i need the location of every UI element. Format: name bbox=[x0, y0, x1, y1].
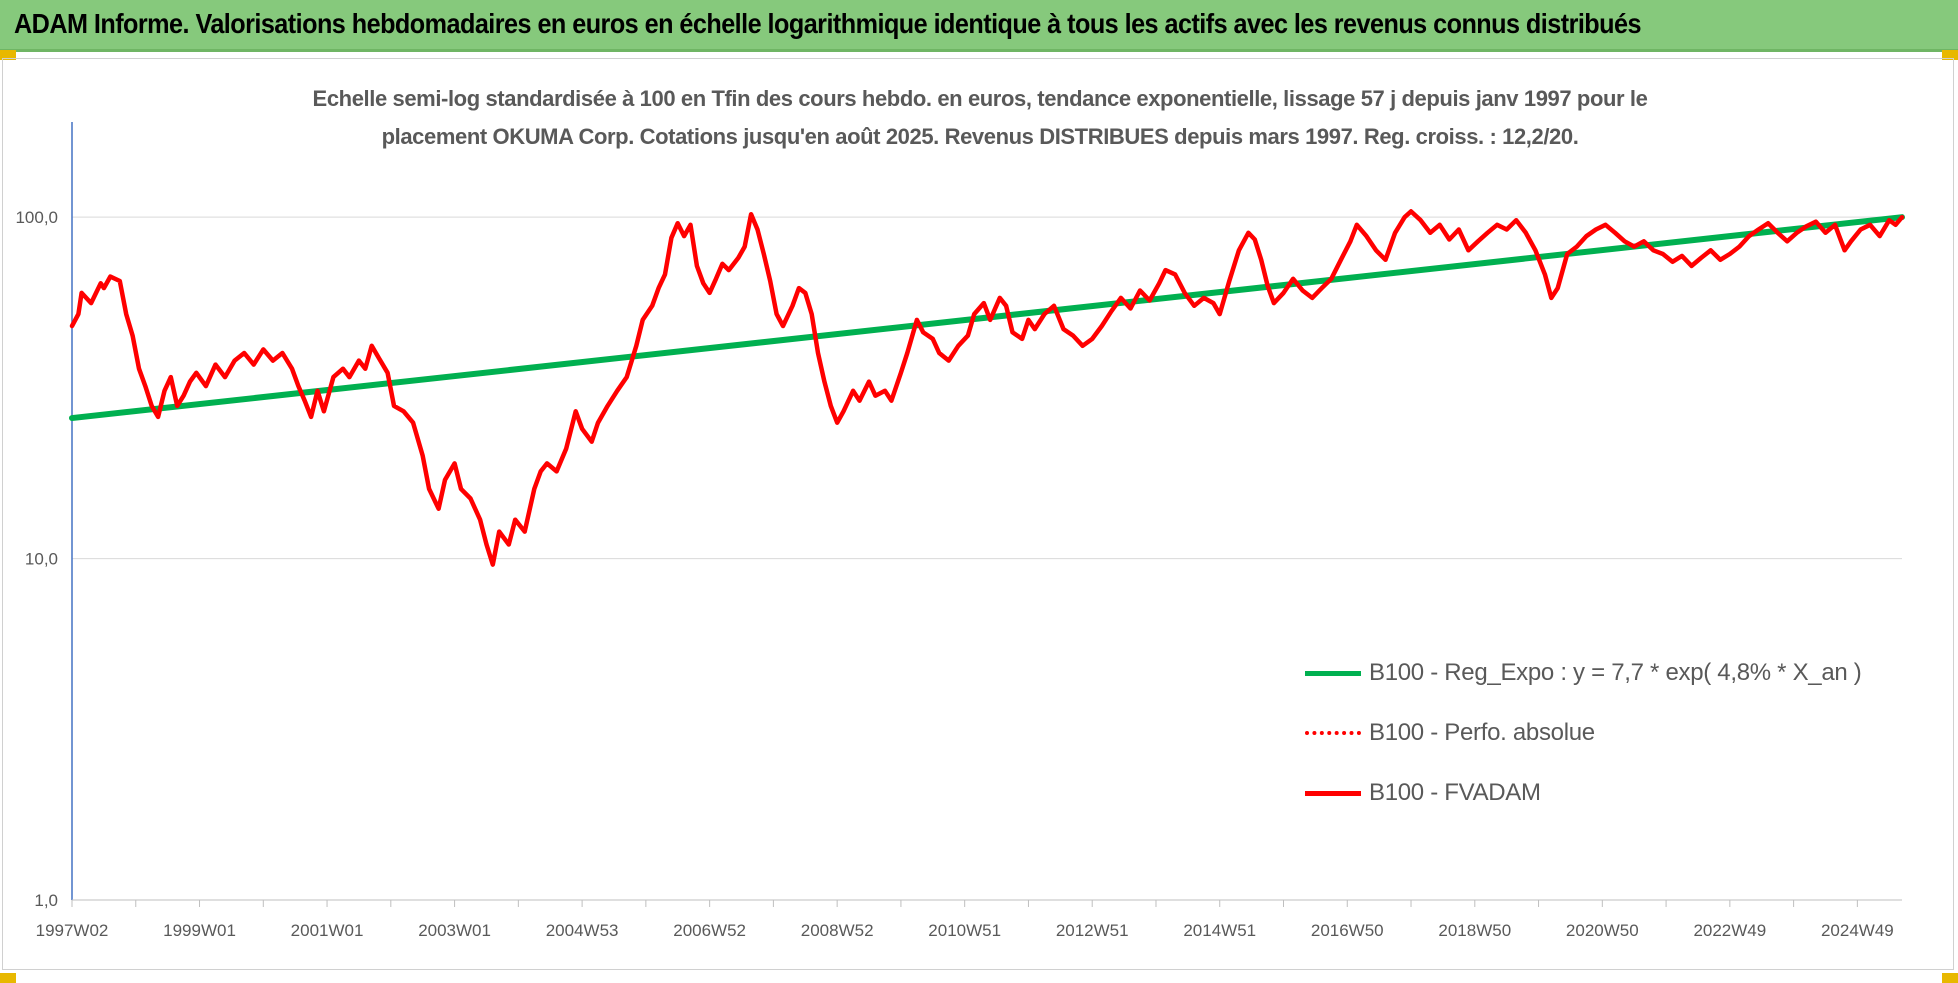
title-banner: ADAM Informe. Valorisations hebdomadaire… bbox=[0, 0, 1958, 52]
x-tick-label: 2012W51 bbox=[1056, 921, 1129, 940]
legend-label-perfo-absolue: B100 - Perfo. absolue bbox=[1369, 719, 1595, 746]
x-tick-label: 2003W01 bbox=[418, 921, 491, 940]
chart-title-line-1: Echelle semi-log standardisée à 100 en T… bbox=[312, 86, 1648, 111]
corner-marker-top-left bbox=[0, 50, 16, 60]
legend-label-regression: B100 - Reg_Expo : y = 7,7 * exp( 4,8% * … bbox=[1369, 659, 1862, 686]
legend-item-perfo-absolue: B100 - Perfo. absolue bbox=[1305, 718, 1595, 748]
x-tick-label: 2020W50 bbox=[1566, 921, 1639, 940]
x-tick-label: 2016W50 bbox=[1311, 921, 1384, 940]
x-tick-label: 2001W01 bbox=[291, 921, 364, 940]
x-tick-label: 2014W51 bbox=[1183, 921, 1256, 940]
legend-label-fvadam: B100 - FVADAM bbox=[1369, 779, 1541, 806]
y-tick-label: 100,0 bbox=[15, 208, 58, 227]
x-tick-label: 2006W52 bbox=[673, 921, 746, 940]
legend-item-regression: B100 - Reg_Expo : y = 7,7 * exp( 4,8% * … bbox=[1305, 658, 1862, 688]
corner-marker-bottom-right bbox=[1942, 973, 1958, 983]
x-tick-label: 2018W50 bbox=[1438, 921, 1511, 940]
y-tick-label: 1,0 bbox=[34, 891, 58, 910]
chart-frame bbox=[2, 58, 1954, 970]
y-tick-label: 10,0 bbox=[25, 550, 58, 569]
x-tick-label: 2004W53 bbox=[546, 921, 619, 940]
x-tick-label: 2022W49 bbox=[1693, 921, 1766, 940]
chart-title-line-2: placement OKUMA Corp. Cotations jusqu'en… bbox=[381, 124, 1579, 149]
banner-title: ADAM Informe. Valorisations hebdomadaire… bbox=[14, 8, 1642, 39]
x-tick-label: 1999W01 bbox=[163, 921, 236, 940]
series-fvadam-line bbox=[69, 209, 1905, 567]
chart-legend: B100 - Reg_Expo : y = 7,7 * exp( 4,8% * … bbox=[1305, 650, 1905, 806]
legend-swatch-fvadam bbox=[1305, 790, 1361, 796]
x-tick-label: 2008W52 bbox=[801, 921, 874, 940]
legend-swatch-regression bbox=[1305, 670, 1361, 676]
x-tick-label: 2024W49 bbox=[1821, 921, 1894, 940]
legend-item-fvadam: B100 - FVADAM bbox=[1305, 778, 1541, 808]
legend-swatch-perfo-absolue bbox=[1305, 731, 1361, 735]
corner-marker-top-right bbox=[1942, 50, 1958, 60]
corner-marker-bottom-left bbox=[0, 973, 16, 983]
x-tick-label: 2010W51 bbox=[928, 921, 1001, 940]
x-tick-label: 1997W02 bbox=[36, 921, 109, 940]
